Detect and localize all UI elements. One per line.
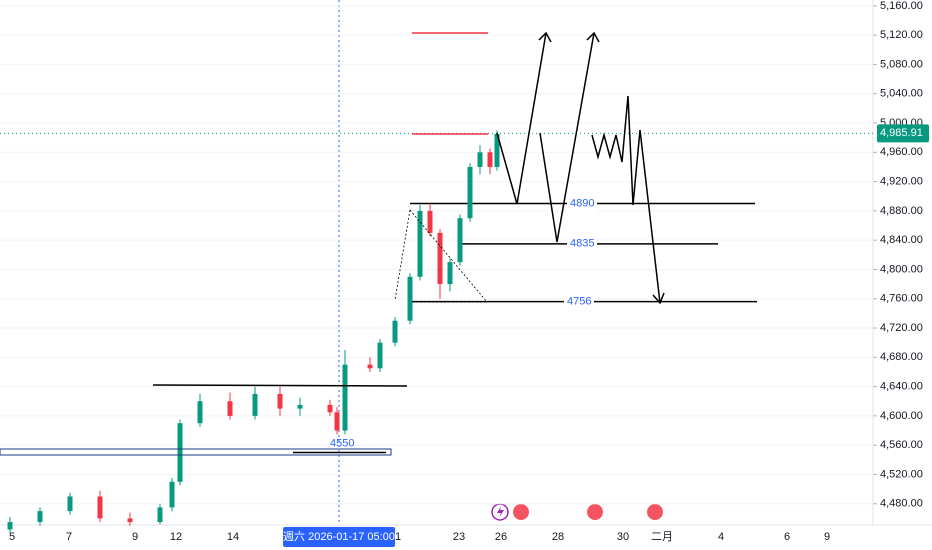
last-price-bg (877, 124, 929, 143)
x-tick-label: 1 (395, 531, 401, 543)
y-tick-label: 4,960.00 (880, 146, 923, 158)
y-tick-label: 4,680.00 (880, 351, 923, 363)
y-tick-label: 5,120.00 (880, 29, 923, 41)
y-tick-label: 5,160.00 (880, 0, 923, 12)
zone-box (0, 448, 392, 456)
x-tick-label: 12 (170, 531, 182, 543)
candle-body (7, 522, 13, 530)
event-icon (497, 506, 504, 518)
event-icon (587, 504, 603, 520)
candle-body (494, 133, 500, 167)
candle-body (392, 320, 398, 343)
candle-body (417, 210, 423, 277)
candle-body (467, 166, 473, 219)
candle-body (487, 152, 493, 167)
candle-body (327, 404, 333, 413)
candle-body (367, 364, 373, 369)
candle-body (297, 404, 303, 409)
x-tick-label: 9 (824, 531, 830, 543)
y-tick-label: 4,560.00 (880, 439, 923, 451)
y-tick-label: 4,600.00 (880, 410, 923, 422)
level-label-bg (564, 293, 594, 310)
y-tick-label: 5,040.00 (880, 88, 923, 100)
candle-body (67, 496, 73, 512)
level-label-bg (567, 235, 597, 252)
candle-body (277, 393, 283, 409)
candle-body (477, 152, 483, 167)
y-tick-label: 4,840.00 (880, 234, 923, 246)
x-tick-label: 23 (453, 531, 465, 543)
last-price-label: 4,985.91 (880, 127, 923, 139)
candle-body (97, 496, 103, 519)
candle-body (157, 507, 163, 523)
candle-body (447, 262, 453, 285)
crosshair-label: 週六 2026-01-17 05:00 (283, 530, 395, 543)
x-tick-label: 26 (495, 531, 507, 543)
event-icon (513, 504, 529, 520)
x-tick-label: 5 (9, 531, 15, 543)
arrow (496, 31, 552, 205)
candle-body (407, 276, 413, 321)
crosshair-label-bg (283, 527, 395, 547)
candle-body (342, 364, 348, 431)
level-label: 4890 (570, 197, 594, 209)
candle-body (169, 481, 175, 508)
candle-body (252, 393, 258, 416)
x-tick-label: 4 (718, 531, 724, 543)
event-icons (491, 503, 663, 521)
candle-body (127, 518, 133, 523)
y-tick-label: 4,520.00 (880, 468, 923, 480)
candle-body (177, 423, 183, 482)
x-tick-label: 6 (784, 531, 790, 543)
resistance-line (152, 384, 408, 387)
y-tick-label: 5,000.00 (880, 117, 923, 129)
candle-body (37, 511, 43, 523)
candle-body (437, 232, 443, 285)
y-tick-label: 5,080.00 (880, 58, 923, 70)
x-tick-label: 7 (66, 531, 72, 543)
x-tick-label: 二月 (651, 531, 673, 543)
x-tick-label: 30 (617, 531, 629, 543)
x-tick-label: 28 (552, 531, 564, 543)
candle-body (457, 218, 463, 263)
candle-body (334, 412, 340, 431)
x-tick-label: 14 (227, 531, 239, 543)
y-tick-label: 4,480.00 (880, 498, 923, 510)
arrow (539, 31, 600, 243)
level-label: 4835 (570, 238, 594, 250)
y-tick-label: 4,800.00 (880, 263, 923, 275)
y-tick-label: 4,720.00 (880, 322, 923, 334)
level-label: 4550 (330, 437, 354, 449)
candle-body (427, 210, 433, 233)
arrow (591, 95, 665, 305)
event-icon (647, 504, 663, 520)
level-label: 4756 (567, 296, 591, 308)
triangle (394, 209, 488, 303)
candle-body (227, 401, 233, 416)
candle-body (377, 342, 383, 369)
y-tick-label: 4,880.00 (880, 205, 923, 217)
x-tick-label: 9 (132, 531, 138, 543)
drawings (0, 31, 665, 456)
y-tick-label: 4,640.00 (880, 381, 923, 393)
candle-body (197, 401, 203, 424)
y-tick-label: 4,760.00 (880, 293, 923, 305)
level-label-bg (567, 195, 597, 212)
y-tick-label: 4,920.00 (880, 175, 923, 187)
